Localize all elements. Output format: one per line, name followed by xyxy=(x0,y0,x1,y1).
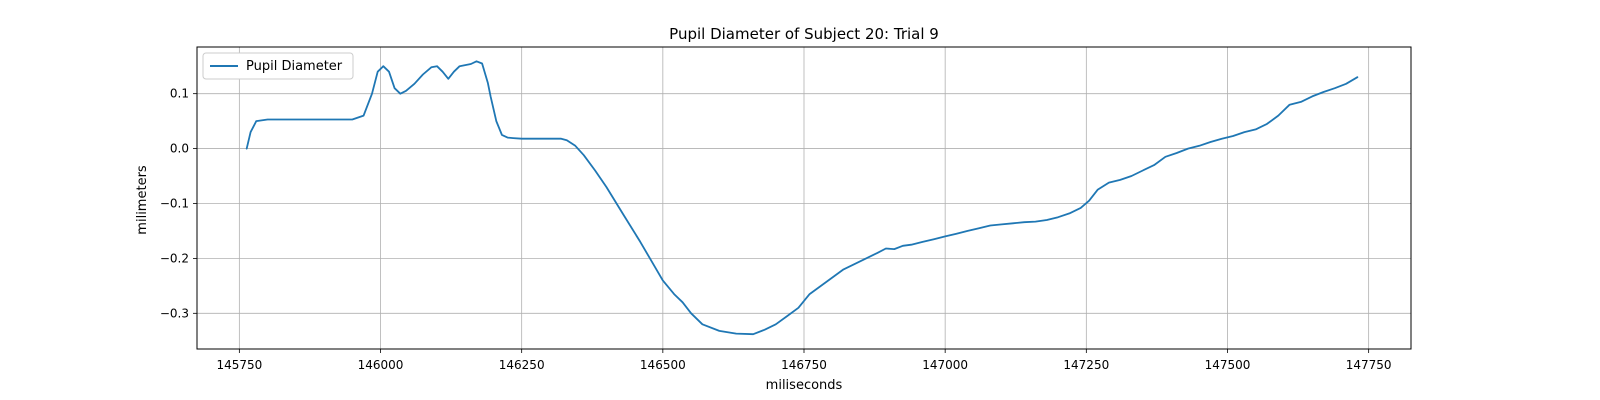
y-tick-label: −0.1 xyxy=(160,196,189,210)
y-tick-label: 0.1 xyxy=(170,87,189,101)
y-axis-label: milimeters xyxy=(135,165,150,235)
series-layer xyxy=(245,60,1359,336)
ticks: 145750 146000 146250 146500 146750 147000 1472… xyxy=(160,87,1392,372)
x-tick-label: 147500 xyxy=(1205,358,1251,372)
x-tick-label: 147250 xyxy=(1063,358,1109,372)
x-tick-label: 145750 xyxy=(216,358,262,372)
x-tick-label: 146250 xyxy=(499,358,545,372)
series-line-pupil-diameter xyxy=(245,60,1359,336)
x-tick-label: 146500 xyxy=(640,358,686,372)
y-tick-label: 0.0 xyxy=(170,142,189,156)
legend: Pupil Diameter xyxy=(202,52,354,80)
x-axis-label: miliseconds xyxy=(766,378,843,393)
x-tick-label: 146000 xyxy=(358,358,404,372)
x-tick-label: 146750 xyxy=(781,358,827,372)
legend-label: Pupil Diameter xyxy=(246,59,343,74)
grid xyxy=(197,47,1411,349)
y-tick-label: −0.3 xyxy=(160,306,189,320)
x-tick-label: 147000 xyxy=(922,358,968,372)
legend-box xyxy=(202,52,354,80)
y-tick-label: −0.2 xyxy=(160,251,189,265)
x-tick-label: 147750 xyxy=(1346,358,1392,372)
chart-title: Pupil Diameter of Subject 20: Trial 9 xyxy=(669,25,939,43)
